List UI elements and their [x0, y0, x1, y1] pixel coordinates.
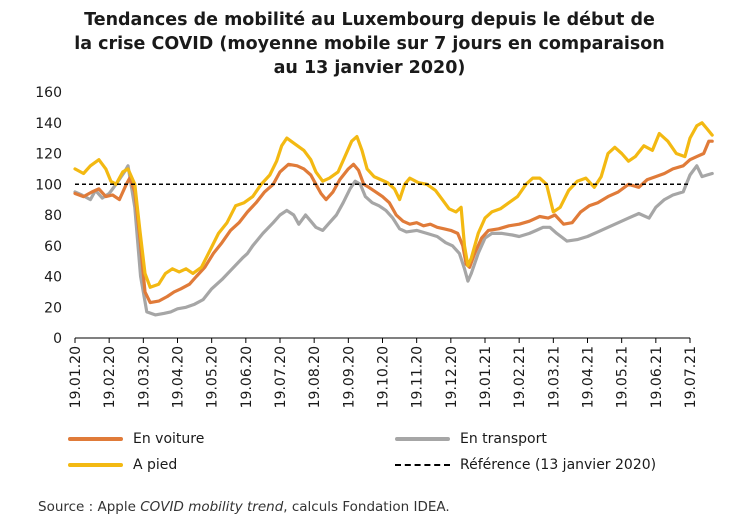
- x-tick-label: 19.06.21: [649, 346, 665, 408]
- legend-label-voiture: En voiture: [133, 431, 205, 447]
- x-tick-label: 19.09.20: [341, 346, 357, 408]
- y-tick-label: 80: [44, 208, 62, 224]
- x-tick-label: 19.12.20: [444, 346, 460, 408]
- legend-swatch-transport: [395, 437, 450, 441]
- x-tick-label: 19.02.21: [512, 346, 528, 408]
- chart-title: Tendances de mobilité au Luxembourg depu…: [0, 8, 739, 80]
- source-prefix: Source : Apple: [38, 499, 141, 515]
- chart-axes: 0 20 40 60 80 100 120 140 160 19.01.20 19.02.20 19.…: [35, 85, 699, 408]
- legend-label-reference: Référence (13 janvier 2020): [460, 457, 657, 473]
- chart-title-line-1: Tendances de mobilité au Luxembourg depu…: [84, 10, 655, 30]
- legend-item-pied: A pied: [68, 457, 177, 473]
- x-tick-label: 19.07.21: [683, 346, 699, 408]
- x-tick-label: 19.04.21: [581, 346, 597, 408]
- y-tick-label: 20: [44, 300, 62, 316]
- chart-title-line-2: la crise COVID (moyenne mobile sur 7 jou…: [74, 34, 665, 54]
- x-tick-label: 19.05.21: [615, 346, 631, 408]
- series-line-en-transport: [73, 164, 714, 317]
- x-tick-label: 19.04.20: [171, 346, 187, 408]
- x-tick-label: 19.08.20: [307, 346, 323, 408]
- x-tick-label: 19.07.20: [273, 346, 289, 408]
- x-tick-label: 19.01.21: [478, 346, 494, 408]
- y-tick-label: 0: [53, 331, 62, 347]
- series-line-a-pied: [73, 121, 714, 289]
- y-tick-label: 100: [35, 177, 62, 193]
- y-tick-label: 40: [44, 270, 62, 286]
- x-tick-label: 19.03.20: [136, 346, 152, 408]
- legend-item-transport: En transport: [395, 431, 547, 447]
- y-tick-label: 120: [35, 147, 62, 163]
- chart-series: [73, 121, 714, 317]
- legend-label-transport: En transport: [460, 431, 547, 447]
- source-italic: COVID mobility trend: [140, 499, 284, 515]
- source-note: Source : Apple COVID mobility trend, cal…: [38, 499, 450, 515]
- x-tick-label: 19.10.20: [376, 346, 392, 408]
- x-tick-label: 19.02.20: [102, 346, 118, 408]
- legend-swatch-voiture: [68, 437, 123, 441]
- source-suffix: , calculs Fondation IDEA.: [283, 499, 450, 515]
- series-line-en-voiture: [73, 139, 714, 305]
- legend-item-voiture: En voiture: [68, 431, 204, 447]
- x-tick-label: 19.06.20: [239, 346, 255, 408]
- chart-title-line-3: au 13 janvier 2020): [273, 58, 466, 78]
- x-tick-label: 19.11.20: [410, 346, 426, 408]
- x-tick-label: 19.03.21: [546, 346, 562, 408]
- legend-swatch-reference: [395, 464, 450, 466]
- legend-swatch-pied: [68, 463, 123, 467]
- y-tick-label: 160: [35, 85, 62, 101]
- x-tick-label: 19.05.20: [205, 346, 221, 408]
- y-tick-label: 140: [35, 116, 62, 132]
- y-tick-label: 60: [44, 239, 62, 255]
- legend-item-reference: Référence (13 janvier 2020): [395, 457, 656, 473]
- legend-label-pied: A pied: [133, 457, 178, 473]
- x-tick-label: 19.01.20: [68, 346, 84, 408]
